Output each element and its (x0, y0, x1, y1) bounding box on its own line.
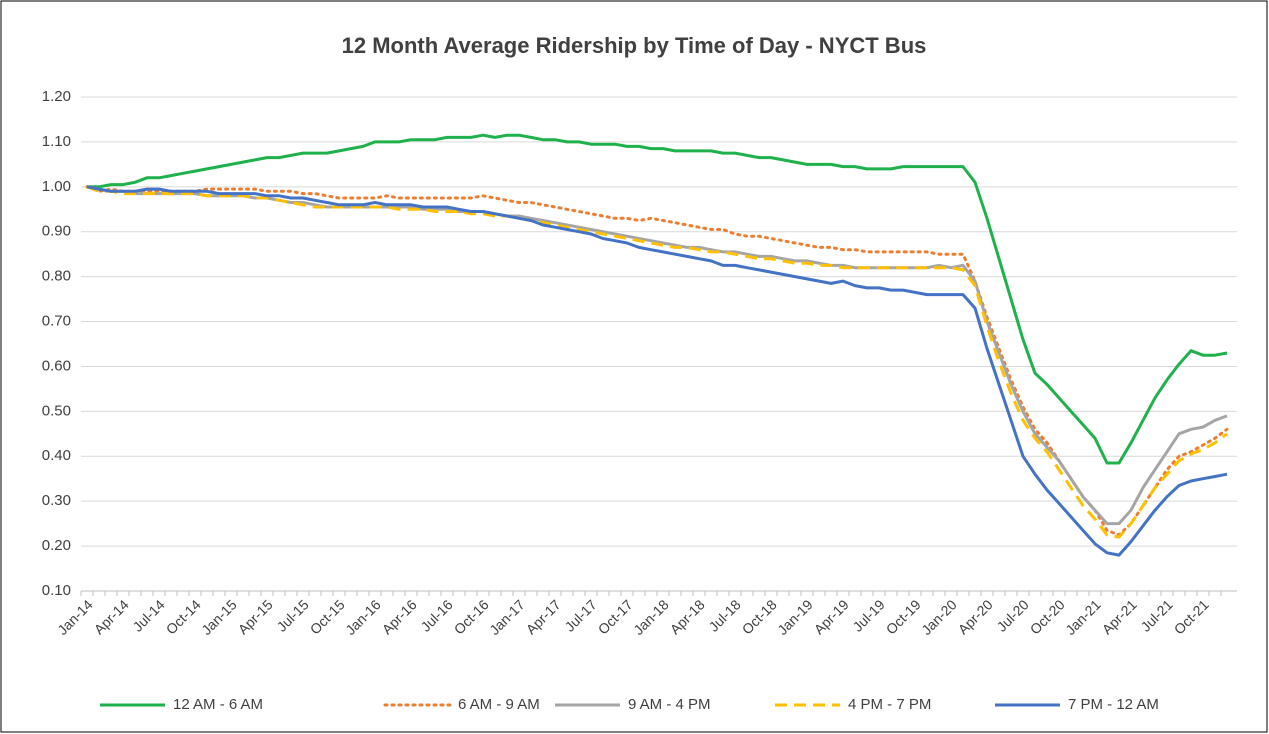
series-line (86, 185, 1228, 557)
y-tick-label: 0.40 (42, 447, 71, 464)
legend-label: 7 PM - 12 AM (1068, 696, 1159, 713)
y-tick-label: 0.90 (42, 223, 71, 240)
legend-label: 9 AM - 4 PM (628, 696, 711, 713)
series-line (87, 133, 1228, 465)
y-tick-label: 0.10 (42, 582, 71, 599)
y-tick-label: 1.10 (42, 133, 71, 150)
legend-label: 12 AM - 6 AM (173, 696, 263, 713)
y-tick-label: 0.60 (42, 357, 71, 374)
legend-label: 4 PM - 7 PM (848, 696, 931, 713)
chart-title: 12 Month Average Ridership by Time of Da… (342, 33, 927, 58)
y-tick-label: 1.00 (42, 178, 71, 195)
y-tick-label: 1.20 (42, 88, 71, 105)
y-tick-label: 0.30 (42, 492, 71, 509)
y-tick-label: 0.20 (42, 537, 71, 554)
y-tick-label: 0.70 (42, 313, 71, 330)
series-line (86, 185, 1228, 539)
legend-label: 6 AM - 9 AM (458, 696, 540, 713)
y-tick-label: 0.50 (42, 402, 71, 419)
series-line (85, 185, 1229, 537)
y-tick-label: 0.80 (42, 268, 71, 285)
